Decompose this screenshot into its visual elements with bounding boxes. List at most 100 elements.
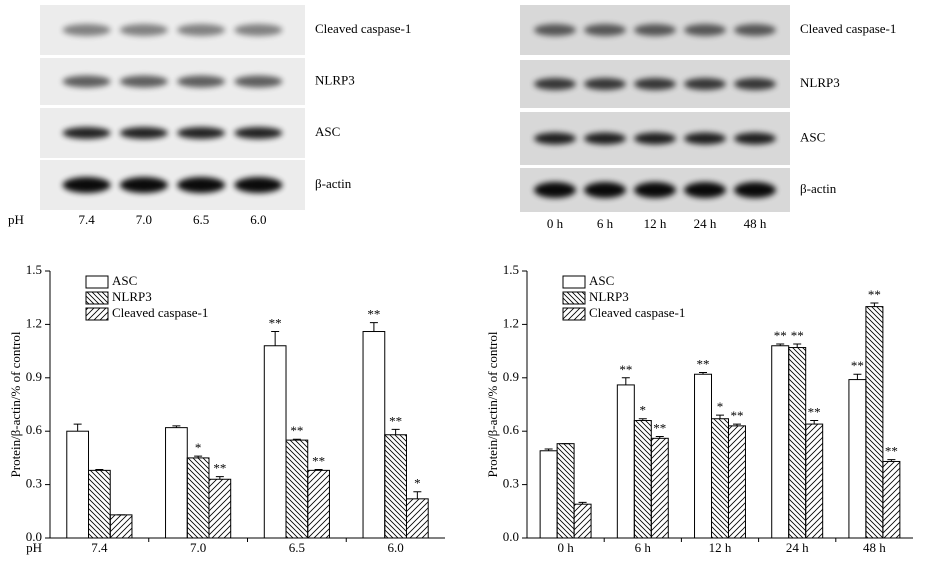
y-axis-label: Protein/β-actin/% of control [485,331,500,477]
bar [882,460,901,539]
error-bar [413,491,422,499]
bar [771,345,790,539]
y-tick-label: 0.3 [503,476,519,491]
bar [694,373,713,539]
significance-label: ** [367,307,380,322]
significance-label: * [640,403,647,418]
significance-label: ** [697,356,710,371]
blot-label: Cleaved caspase-1 [315,21,411,36]
lane-label: 6 h [597,216,614,231]
y-tick-label: 0.0 [26,529,42,544]
lane-label: 7.0 [136,212,152,227]
legend-label: NLRP3 [112,289,152,304]
error-bar [776,343,785,346]
error-bar [95,468,104,471]
blot-band [684,132,726,145]
lane-label: 7.4 [79,212,96,227]
blot-band [177,177,226,193]
bar [556,443,575,539]
significance-label: ** [312,453,325,468]
blot-band [584,24,626,36]
x-tick-label: 6 h [635,540,652,555]
blot-band [584,182,626,198]
blot-band [534,132,576,145]
x-prefix: pH [26,540,42,555]
error-bar [172,425,181,428]
y-tick-label: 1.2 [503,315,519,330]
bar [633,420,652,539]
bar [362,331,386,539]
x-tick-label: 6.5 [289,540,305,555]
blot-band [234,127,283,139]
blot-band [734,182,776,198]
error-bar [391,428,400,435]
blot-band [634,182,676,198]
error-bar [870,302,879,307]
bar [848,379,867,539]
bar [650,437,669,539]
legend-label: Cleaved caspase-1 [112,305,208,320]
bar [384,434,407,539]
bar [539,450,558,539]
significance-label: ** [619,362,632,377]
significance-label: * [717,399,724,414]
error-bar [271,331,280,346]
error-bar [215,476,224,480]
bar [788,347,807,539]
error-bar [655,436,664,439]
bar [88,469,111,539]
error-bar [716,414,724,419]
blot-label: Cleaved caspase-1 [800,21,896,36]
error-bar [621,377,630,385]
blot-band [62,127,111,139]
error-bar [732,423,741,426]
bar [711,418,729,539]
legend-swatch [562,291,586,305]
blot-label: β-actin [315,176,352,191]
x-tick-label: 6.0 [388,540,404,555]
bar [865,306,884,539]
legend-swatch [85,291,109,305]
lane-label: 24 h [694,216,717,231]
blot-band [534,182,576,198]
error-bar [292,438,301,441]
blot-band [634,78,676,90]
lane-label: 6.0 [250,212,266,227]
legend-label: ASC [112,273,137,288]
y-axis-label: Protein/β-actin/% of control [8,331,23,477]
lane-prefix: pH [8,212,24,227]
blot-label: ASC [315,124,340,139]
error-bar [793,343,802,348]
y-tick-label: 0.6 [26,422,43,437]
y-tick-label: 0.0 [503,529,519,544]
y-tick-label: 0.9 [503,369,519,384]
x-tick-label: 24 h [786,540,809,555]
bar [263,345,287,539]
legend-label: NLRP3 [589,289,629,304]
blot-band [634,132,676,145]
bar [165,427,188,539]
blot-band [234,24,283,36]
significance-label: ** [885,444,898,459]
bar [727,425,746,539]
significance-label: ** [653,421,666,436]
bar [285,439,309,539]
blot-band [62,24,111,36]
error-bar [699,371,708,375]
error-bar [578,501,587,505]
bar [307,469,330,539]
blot-band [684,182,726,198]
y-tick-label: 1.5 [503,262,519,277]
lane-label: 12 h [644,216,667,231]
x-tick-label: 7.4 [91,540,108,555]
blot-band [234,177,283,193]
significance-label: ** [269,316,282,331]
error-bar [544,448,553,451]
blot-label: ASC [800,129,825,144]
blot-band [734,78,776,90]
significance-label: ** [868,287,881,302]
y-tick-label: 1.5 [26,262,42,277]
x-tick-label: 0 h [557,540,574,555]
blot-band [119,127,168,139]
